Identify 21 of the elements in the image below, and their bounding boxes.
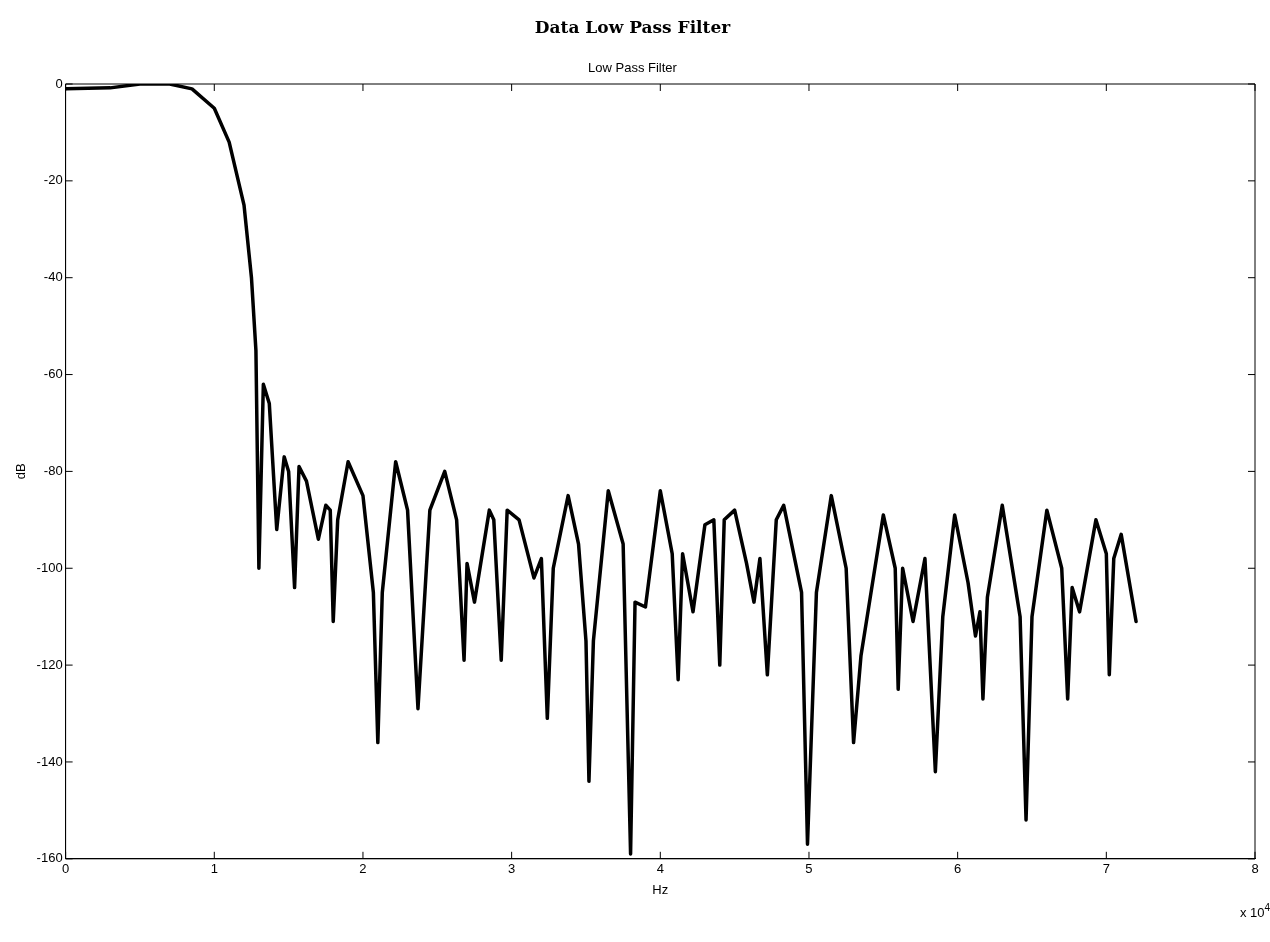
y-axis-title: dB: [13, 463, 29, 480]
y-tick-label: -80: [43, 462, 63, 478]
y-tick-label: -60: [43, 366, 63, 382]
x-tick-label: 5: [805, 861, 813, 877]
x-tick-label: 4: [656, 861, 664, 877]
y-tick-label: -20: [43, 172, 63, 188]
x-tick-label: 1: [210, 861, 218, 877]
y-tick-label: -40: [43, 269, 63, 285]
y-tick-label: -140: [36, 753, 63, 769]
x-axis-title: Hz: [652, 881, 669, 897]
chart-title: Data Low Pass Filter: [534, 16, 732, 37]
x-tick-label: 7: [1102, 861, 1110, 877]
y-tick-label: -100: [36, 559, 63, 575]
x-tick-label: 3: [508, 861, 516, 877]
x-tick-label: 6: [954, 861, 962, 877]
y-tick-label: -160: [36, 850, 63, 866]
y-tick-label: 0: [55, 75, 63, 91]
x-tick-label: 2: [359, 861, 367, 877]
chart-subtitle: Low Pass Filter: [588, 59, 678, 75]
x-tick-label: 8: [1251, 861, 1259, 877]
y-tick-label: -120: [36, 656, 63, 672]
